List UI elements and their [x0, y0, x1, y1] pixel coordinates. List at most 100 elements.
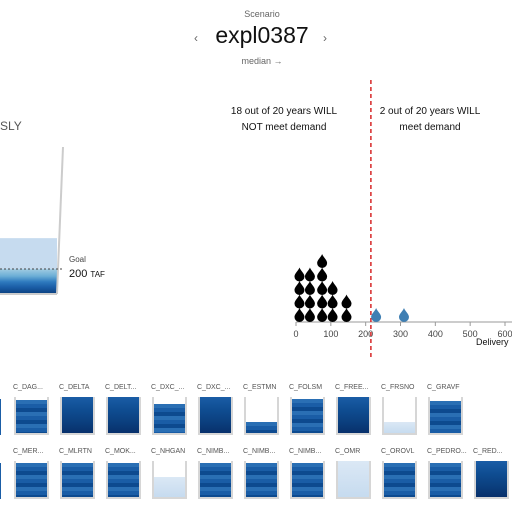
reservoir-fill	[16, 462, 47, 497]
reservoir-cup	[152, 461, 187, 499]
annotation-line: NOT meet demand	[241, 122, 327, 133]
reservoir-cup	[106, 461, 141, 499]
reservoir-fill	[338, 397, 369, 433]
reservoir-label: C_DXC_...	[197, 384, 231, 391]
delivery-chart: 0 100 200 300 400 500 600	[0, 80, 512, 360]
reservoir-cup	[382, 397, 417, 435]
reservoir-fill	[384, 462, 415, 497]
reservoir-card[interactable]: C_MLRTN	[59, 448, 101, 500]
reservoir-label: C_OMR	[335, 448, 361, 455]
reservoir-label: C_OROVL	[381, 448, 415, 455]
delivery-drop-below	[304, 308, 315, 322]
reservoir-card[interactable]: C_DELT...	[105, 384, 147, 436]
reservoir-cup	[14, 461, 49, 499]
goal-number: 200	[69, 268, 88, 280]
reservoir-card[interactable]: C_PEDRO...	[427, 448, 469, 500]
reservoir-label: C_ESTMN	[243, 384, 277, 391]
delivery-drop-below	[327, 281, 338, 295]
delivery-drop-below	[317, 308, 328, 322]
goal-value: 200 TAF	[69, 268, 105, 280]
annotation-line: 18 out of 20 years WILL	[230, 106, 338, 117]
x-tick-label: 100	[323, 329, 338, 339]
reservoir-label: C_RED...	[473, 448, 503, 455]
reservoir-label: C_MER...	[13, 448, 44, 455]
reservoir-card[interactable]: C_FOLSM	[289, 384, 331, 436]
not-meet-demand-annotation: 18 out of 20 years WILL NOT meet demand	[220, 104, 348, 136]
reservoir-cup	[428, 461, 463, 499]
reservoir-cup	[428, 397, 463, 435]
reservoir-label: C_DELT...	[105, 384, 137, 391]
reservoir-card[interactable]: C_DXC_...	[151, 384, 193, 436]
reservoir-card[interactable]: C_DELTA	[59, 384, 101, 436]
reservoir-card[interactable]: C_GRAVF	[427, 384, 469, 436]
goal-label: Goal	[69, 255, 86, 264]
reservoir-fill	[246, 462, 277, 497]
reservoir-label: C_MOK...	[105, 448, 136, 455]
reservoir-label: C_GRAVF	[427, 384, 460, 391]
reservoir-label: C_DELTA	[59, 384, 90, 391]
reservoir-label: C_NIMB...	[243, 448, 276, 455]
reservoir-fill	[246, 422, 277, 433]
reservoir-card[interactable]: C_MER...	[13, 448, 55, 500]
reservoir-label: C_DXC_...	[151, 384, 185, 391]
reservoir-fill	[62, 397, 93, 433]
reservoir-fill	[384, 422, 415, 433]
reservoir-card[interactable]: C_ESTMN	[243, 384, 285, 436]
big-reservoir	[0, 146, 64, 295]
annotation-line: meet demand	[399, 122, 461, 133]
reservoir-cup	[152, 397, 187, 435]
reservoir-fill	[200, 462, 231, 497]
reservoir-cup	[60, 397, 95, 435]
delivery-drop-below	[294, 308, 305, 322]
reservoir-fill	[338, 461, 369, 497]
reservoir-card[interactable]: C_FREE...	[335, 384, 377, 436]
x-tick-label: 0	[293, 329, 298, 339]
reservoir-fill	[200, 397, 231, 433]
reservoir-cup	[198, 397, 233, 435]
delivery-drop-below	[304, 294, 315, 309]
reservoir-card[interactable]: C_RED...	[473, 448, 512, 500]
reservoir-card[interactable]: C_NIMB...	[197, 448, 239, 500]
delivery-drop-below	[317, 254, 328, 268]
reservoir-label: C_NIMB...	[289, 448, 322, 455]
reservoir-cup-partial	[0, 463, 1, 499]
goal-unit: TAF	[90, 270, 105, 279]
delivery-drop-below	[304, 267, 315, 282]
reservoir-cup-partial	[0, 399, 1, 435]
reservoir-cup	[14, 397, 49, 435]
reservoir-fill	[476, 461, 507, 497]
delivery-drop-below	[317, 294, 328, 309]
chevron-left-icon[interactable]: ‹	[194, 31, 198, 45]
delivery-drop-above	[398, 308, 409, 322]
reservoir-card[interactable]: C_OROVL	[381, 448, 423, 500]
reservoir-card[interactable]: C_OMR	[335, 448, 377, 500]
x-tick-label: 300	[393, 329, 408, 339]
reservoir-title: SLY	[0, 119, 22, 133]
reservoir-fill	[62, 462, 93, 497]
reservoir-card[interactable]: C_DXC_...	[197, 384, 239, 436]
reservoir-cup	[106, 397, 141, 435]
reservoir-fill	[108, 462, 139, 497]
reservoir-cup	[382, 461, 417, 499]
reservoir-cup	[474, 461, 509, 499]
reservoir-card[interactable]: C_NIMB...	[243, 448, 285, 500]
reservoir-card[interactable]: C_MOK...	[105, 448, 147, 500]
reservoir-fill	[154, 477, 185, 497]
reservoir-card[interactable]: C_NHGAN	[151, 448, 193, 500]
reservoir-label: C_FOLSM	[289, 384, 323, 391]
chevron-right-icon[interactable]: ›	[323, 31, 327, 45]
reservoir-card[interactable]: C_FRSNO	[381, 384, 423, 436]
reservoir-fill	[108, 397, 139, 433]
x-tick-label: 400	[428, 329, 443, 339]
reservoir-card[interactable]: C_NIMB...	[289, 448, 331, 500]
median-link[interactable]: median →	[241, 56, 283, 66]
delivery-drop-below	[341, 294, 352, 309]
reservoir-label: C_DAG...	[13, 384, 43, 391]
reservoir-card[interactable]: C_DAG...	[13, 384, 55, 436]
delivery-drop-below	[304, 281, 315, 295]
delivery-drop-below	[294, 281, 305, 295]
reservoir-cup	[244, 397, 279, 435]
delivery-drop-below	[317, 281, 328, 295]
reservoir-fill	[430, 462, 461, 497]
chart-plot-area: 0 100 200 300 400 500 600	[293, 80, 512, 360]
